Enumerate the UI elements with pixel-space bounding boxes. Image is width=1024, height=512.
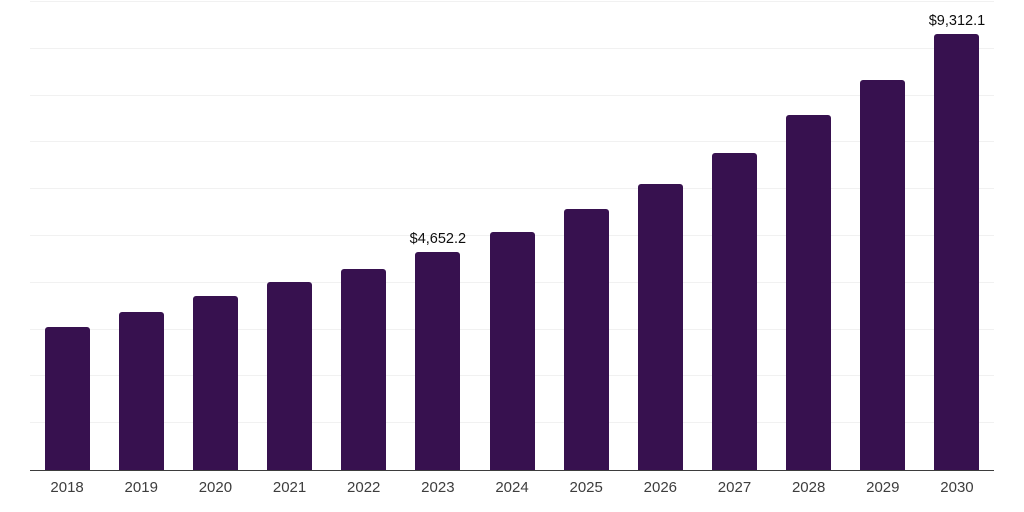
- bar-slot-2026: [623, 2, 697, 470]
- x-tick-2026: 2026: [643, 479, 678, 496]
- bar-2023: $4,652.2: [410, 231, 466, 470]
- x-tick-2022: 2022: [347, 479, 381, 496]
- bar-slot-2027: [697, 2, 771, 470]
- bar-2019: [118, 311, 164, 470]
- x-tick-2021: 2021: [272, 479, 307, 496]
- bar-slot-2019: [104, 2, 178, 470]
- x-tick-2028: 2028: [791, 479, 826, 496]
- bar-slot-2024: [475, 2, 549, 470]
- plot-area: $4,652.2 $9,312.1: [30, 1, 994, 471]
- bar-2022: [341, 268, 387, 470]
- gridline: [30, 188, 994, 190]
- gridline: [30, 94, 994, 96]
- x-tick-2019: 2019: [124, 479, 158, 496]
- bar-slot-2022: [327, 2, 401, 470]
- data-label-2030: $9,312.1: [928, 13, 986, 30]
- x-tick-2024: 2024: [495, 479, 529, 496]
- bars-row: $4,652.2 $9,312.1: [30, 2, 994, 470]
- bar-2025: [563, 208, 609, 470]
- bar-2028: [786, 115, 832, 470]
- bar-slot-2023: $4,652.2: [401, 2, 475, 470]
- x-tick-2029: 2029: [866, 479, 900, 496]
- bar-slot-2029: [846, 2, 920, 470]
- gridline: [30, 141, 994, 143]
- bar-slot-2025: [549, 2, 623, 470]
- bar-2020: [192, 296, 238, 470]
- gridline: [30, 47, 994, 49]
- bar-2021: [267, 281, 313, 470]
- bar-2029: [860, 79, 906, 470]
- bar-2018: [44, 327, 90, 470]
- x-axis: 2018 2019 2020 2021 2022 2023 2024 2025 2026 2027…: [30, 479, 994, 496]
- bar-slot-2021: [252, 2, 326, 470]
- bar-2027: [711, 152, 757, 470]
- x-tick-2023: 2023: [421, 479, 455, 496]
- x-tick-2030: 2030: [940, 479, 974, 496]
- gridline: [30, 1, 994, 2]
- bar-2030: $9,312.1: [929, 13, 985, 470]
- x-tick-2018: 2018: [50, 479, 84, 496]
- bar-slot-2018: [30, 2, 104, 470]
- x-tick-2020: 2020: [198, 479, 233, 496]
- bar-slot-2020: [178, 2, 252, 470]
- bar-slot-2028: [772, 2, 846, 470]
- x-tick-2025: 2025: [569, 479, 603, 496]
- bar-2024: [489, 232, 535, 470]
- x-tick-2027: 2027: [717, 479, 752, 496]
- bar-slot-2030: $9,312.1: [920, 2, 994, 470]
- data-label-2023: $4,652.2: [409, 231, 467, 248]
- bar-2026: [637, 183, 683, 470]
